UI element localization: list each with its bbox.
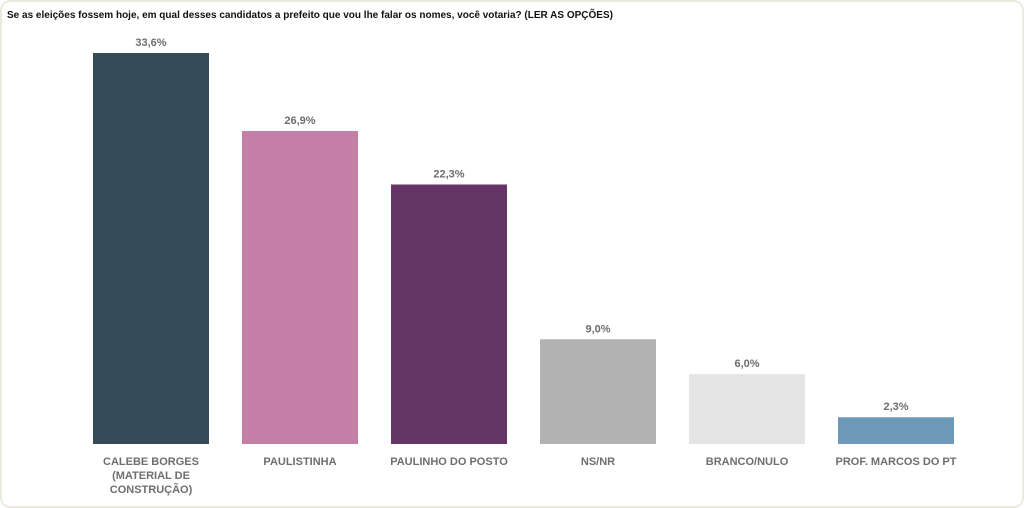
value-label-2: 22,3% [433, 168, 464, 180]
value-label-1: 26,9% [284, 115, 315, 127]
value-label-4: 6,0% [734, 358, 759, 370]
bar-1 [242, 130, 358, 444]
category-label-0-line-1: (MATERIAL DE [112, 470, 190, 482]
bar-4 [689, 374, 805, 444]
category-label-2: PAULINHO DO POSTO [390, 456, 508, 468]
bar-2 [391, 184, 507, 445]
bar-5 [838, 417, 954, 444]
bar-3 [540, 339, 656, 444]
category-label-5: PROF. MARCOS DO PT [835, 456, 956, 468]
bar-0 [93, 53, 209, 444]
category-label-0-line-0: CALEBE BORGES [103, 456, 199, 468]
value-label-0: 33,6% [135, 37, 166, 49]
category-label-3: NS/NR [581, 456, 615, 468]
category-label-1: PAULISTINHA [263, 456, 336, 468]
category-label-0-line-2: CONSTRUÇÃO) [110, 483, 193, 496]
value-label-3: 9,0% [585, 323, 610, 335]
category-label-4: BRANCO/NULO [706, 456, 789, 468]
chart-title: Se as eleições fossem hoje, em qual dess… [7, 10, 613, 21]
value-label-5: 2,3% [883, 401, 908, 413]
